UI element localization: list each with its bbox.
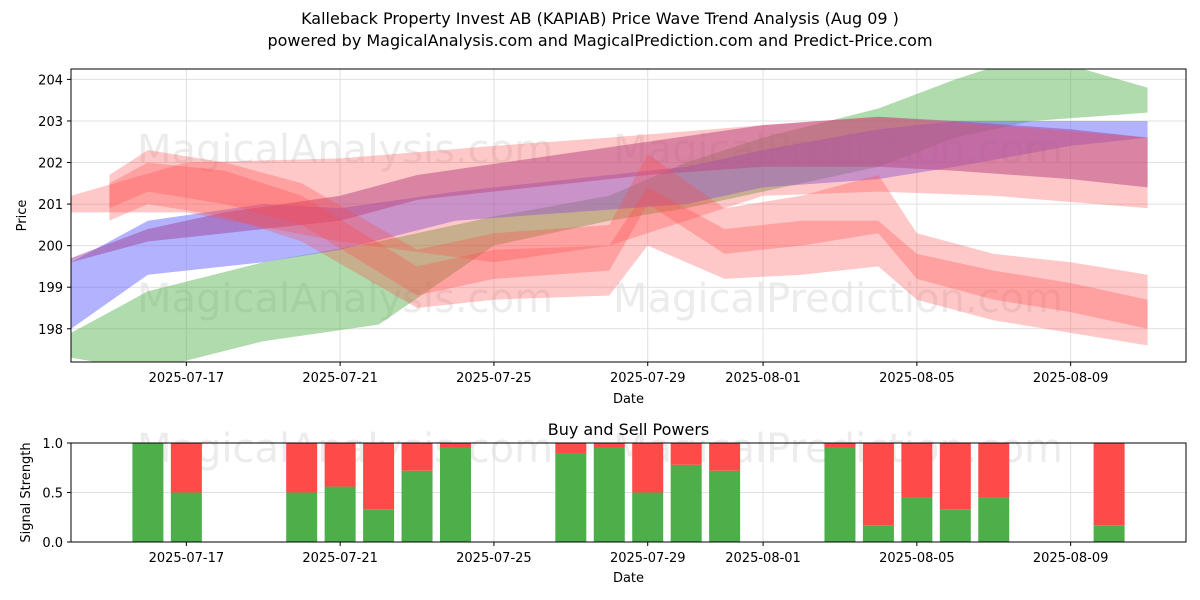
buy-bar (670, 464, 702, 542)
buy-bar (862, 525, 894, 542)
y-tick-label: 201 (38, 198, 63, 213)
buy-bar (324, 486, 356, 542)
x-tick-label: 2025-07-25 (456, 551, 532, 566)
x-tick-label: 2025-07-17 (149, 371, 225, 386)
sell-bar (593, 443, 625, 448)
subplot-title: Buy and Sell Powers (548, 420, 710, 439)
sell-bar (401, 443, 433, 471)
watermark-text: MagicalPrediction.com (613, 276, 1063, 322)
sell-bar (363, 443, 395, 510)
plot-frame-top (70, 68, 1187, 363)
blue-band (71, 121, 1148, 329)
y-tick-label: 199 (38, 281, 63, 296)
buy-bar (132, 443, 164, 542)
sell-bar (1093, 443, 1125, 526)
chart-subtitle: powered by MagicalAnalysis.com and Magic… (267, 31, 933, 50)
sell-bar (439, 443, 471, 448)
bands-group (71, 69, 1148, 362)
sell-bar (632, 443, 664, 493)
buy-bar (286, 492, 318, 542)
y-tick-label: 0.0 (42, 536, 63, 551)
sell-bar (170, 443, 202, 493)
x-tick-label: 2025-07-21 (302, 551, 378, 566)
x-tick-label: 2025-07-29 (610, 551, 686, 566)
y-axis-label: Price (15, 200, 30, 232)
buy-bar (901, 497, 933, 542)
x-tick-label: 2025-07-21 (302, 371, 378, 386)
x-tick-label: 2025-08-05 (879, 371, 955, 386)
x-tick-label: 2025-08-09 (1033, 371, 1109, 386)
watermark-text: MagicalAnalysis.com (137, 276, 553, 322)
y-axis-label: Signal Strength (19, 442, 34, 542)
sell-bar (670, 443, 702, 465)
sell-bar (709, 443, 741, 471)
x-tick-label: 2025-08-01 (725, 371, 801, 386)
red-band (109, 162, 1148, 346)
buy-bar (978, 497, 1010, 542)
y-tick-label: 0.5 (42, 487, 63, 502)
red-band (109, 150, 1148, 329)
buy-bar (632, 492, 664, 542)
sell-bar (555, 443, 587, 454)
sell-bar (901, 443, 933, 498)
watermark-text: MagicalAnalysis.com (137, 127, 553, 173)
x-tick-label: 2025-08-09 (1033, 551, 1109, 566)
y-tick-label: 204 (38, 73, 63, 88)
sell-bar (324, 443, 356, 487)
x-tick-label: 2025-08-01 (725, 551, 801, 566)
buy-bar (439, 447, 471, 542)
buy-bar (363, 509, 395, 542)
buy-bar (401, 470, 433, 542)
x-tick-label: 2025-07-29 (610, 371, 686, 386)
red-band (71, 116, 1148, 263)
buy-bar (555, 453, 587, 542)
y-tick-label: 198 (38, 323, 63, 338)
buy-bar (709, 470, 741, 542)
x-tick-label: 2025-07-17 (149, 551, 225, 566)
buy-bar (824, 447, 856, 542)
y-tick-label: 202 (38, 157, 63, 172)
sell-bar (286, 443, 318, 493)
y-tick-label: 1.0 (42, 437, 63, 452)
y-tick-label: 200 (38, 240, 63, 255)
chart-title: Kalleback Property Invest AB (KAPIAB) Pr… (301, 9, 899, 28)
sell-bar (824, 443, 856, 448)
purple-band (71, 116, 1148, 263)
x-tick-label: 2025-08-05 (879, 551, 955, 566)
sell-bar (978, 443, 1010, 498)
x-tick-label: 2025-07-25 (456, 371, 532, 386)
buy-bar (1093, 525, 1125, 542)
buy-bar (593, 447, 625, 542)
x-axis-label: Date (613, 392, 644, 407)
y-tick-label: 203 (38, 115, 63, 130)
sell-bar (939, 443, 971, 510)
buy-bar (170, 492, 202, 542)
buy-bar (939, 509, 971, 542)
x-axis-label: Date (613, 571, 644, 586)
sell-bar (862, 443, 894, 526)
